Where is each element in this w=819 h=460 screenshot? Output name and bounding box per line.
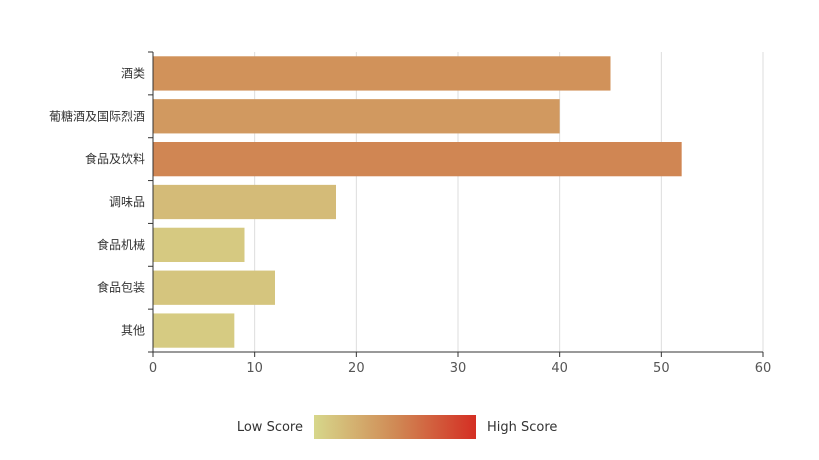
x-tick-label: 30: [450, 361, 467, 376]
bar[interactable]: [153, 270, 275, 305]
category-label: 调味品: [109, 195, 145, 209]
category-label: 酒类: [121, 66, 145, 80]
visual-map-legend[interactable]: Low Score High Score: [237, 415, 558, 439]
x-tick-label: 60: [755, 361, 772, 376]
x-tick-label: 20: [348, 361, 365, 376]
x-tick-labels: 0 10 20 30 40 50 60: [149, 361, 771, 376]
legend-gradient-bar[interactable]: [314, 415, 476, 439]
bar[interactable]: [153, 99, 560, 134]
legend-high-label: High Score: [487, 420, 557, 435]
x-tick-label: 40: [551, 361, 568, 376]
category-label: 食品包装: [97, 280, 145, 295]
bar[interactable]: [153, 184, 336, 220]
axes: [148, 51, 764, 357]
x-tick-label: 0: [149, 361, 157, 376]
category-label: 其他: [121, 324, 145, 338]
bar[interactable]: [153, 313, 235, 348]
x-tick-label: 10: [246, 361, 263, 376]
legend-low-label: Low Score: [237, 420, 303, 435]
x-tick-label: 50: [653, 361, 670, 376]
bar[interactable]: [153, 142, 682, 177]
bar[interactable]: [153, 56, 611, 91]
category-label: 食品机械: [97, 237, 145, 252]
category-label: 葡糖酒及国际烈酒: [49, 108, 145, 123]
bar[interactable]: [153, 227, 245, 262]
bars: [153, 56, 682, 348]
category-label: 食品及饮料: [85, 151, 145, 166]
